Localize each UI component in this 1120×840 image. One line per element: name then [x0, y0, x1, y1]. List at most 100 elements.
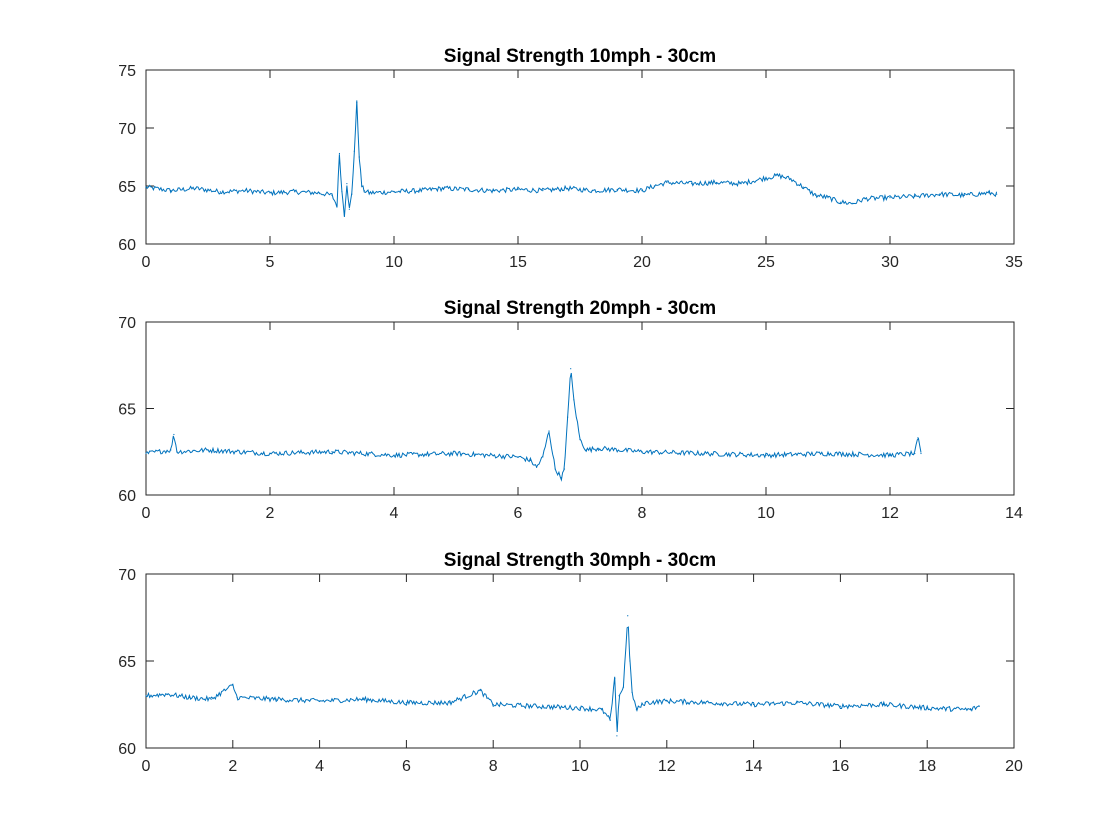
y-tick-label: 65: [118, 654, 136, 671]
data-point: [336, 205, 338, 207]
data-point: [917, 437, 919, 439]
data-point: [601, 709, 603, 711]
data-point: [443, 187, 445, 189]
data-point: [852, 202, 854, 204]
data-point: [815, 194, 817, 196]
data-point: [644, 702, 646, 704]
data-point: [170, 449, 172, 451]
data-point: [361, 185, 363, 187]
data-point: [275, 698, 277, 700]
data-point: [563, 468, 566, 470]
data-point: [585, 449, 587, 451]
data-point: [579, 439, 581, 441]
data-point: [939, 193, 941, 195]
data-point: [536, 466, 538, 468]
data-point: [405, 702, 407, 704]
subplot-2: Signal Strength 20mph - 30cm 0 2 4 6 8 10 12 14 6…: [118, 298, 1023, 522]
x-tick-label: 12: [658, 758, 676, 775]
data-point: [455, 452, 457, 455]
x-tick-label: 30: [881, 254, 899, 271]
data-point: [802, 186, 804, 188]
data-point: [988, 192, 990, 194]
data-point: [356, 101, 358, 104]
data-point: [331, 451, 333, 453]
data-point: [579, 707, 581, 709]
data-point: [362, 698, 364, 700]
x-tick-label: 6: [402, 758, 411, 775]
x-tick-label: 4: [390, 505, 399, 522]
data-point: [641, 451, 643, 453]
data-point: [145, 186, 147, 188]
x-tick-label: 0: [142, 505, 151, 522]
data-point: [232, 684, 234, 686]
data-point: [219, 191, 221, 193]
data-point: [666, 700, 668, 702]
x-tick-label: 18: [918, 758, 936, 775]
data-point: [970, 709, 972, 711]
data-point: [715, 181, 718, 184]
data-point: [614, 677, 616, 680]
x-tick-label: 12: [881, 505, 899, 522]
axes-box: [145, 69, 1015, 245]
x-tick-label: 15: [509, 254, 527, 271]
series-line-1: [145, 372, 922, 482]
x-tick-label: 20: [1005, 758, 1023, 775]
data-point: [351, 193, 353, 195]
chart-title: Signal Strength 30mph - 30cm: [444, 550, 716, 571]
data-point: [338, 152, 341, 155]
y-tick-label: 75: [118, 63, 136, 80]
chart-title: Signal Strength 10mph - 30cm: [444, 46, 716, 67]
data-point: [996, 193, 998, 195]
y-tick-label: 65: [118, 402, 136, 419]
data-point: [627, 615, 629, 617]
axes-box: [145, 573, 1015, 749]
subplot-3: Signal Strength 30mph - 30cm 0 2 4 6 8 10 12 14 1…: [118, 550, 1023, 775]
data-point: [560, 477, 563, 479]
x-tick-label: 16: [832, 758, 850, 775]
series-line-1: [145, 100, 998, 218]
data-point: [467, 188, 469, 191]
x-tick-label: 2: [228, 758, 237, 775]
data-point: [236, 696, 238, 699]
data-point: [492, 703, 494, 706]
data-point: [827, 452, 829, 455]
data-point: [666, 181, 668, 184]
data-point: [418, 190, 420, 192]
data-point: [346, 183, 348, 185]
data-point: [567, 416, 569, 418]
data-point: [210, 698, 212, 700]
data-point: [294, 191, 296, 193]
data-point: [914, 195, 916, 198]
data-point: [889, 197, 891, 199]
x-tick-label: 5: [266, 254, 275, 271]
y-tick-label: 60: [118, 741, 136, 758]
x-tick-label: 4: [315, 758, 324, 775]
data-point: [618, 695, 620, 697]
data-point: [567, 187, 569, 189]
data-point: [864, 198, 866, 200]
data-point: [269, 452, 271, 455]
y-tick-label: 60: [118, 237, 136, 254]
chart-title: Signal Strength 20mph - 30cm: [444, 298, 716, 319]
data-point: [353, 150, 355, 152]
data-point: [176, 451, 178, 453]
data-point: [777, 174, 780, 177]
data-point: [269, 192, 271, 194]
data-point: [173, 433, 175, 436]
data-point: [348, 208, 350, 210]
data-point: [479, 689, 481, 692]
data-point: [393, 454, 395, 456]
data-point: [548, 430, 550, 432]
data-point: [207, 449, 209, 451]
y-tick-label: 70: [118, 315, 136, 332]
data-point: [393, 191, 395, 193]
data-point: [542, 190, 544, 192]
data-point: [145, 452, 147, 455]
data-point: [167, 693, 169, 695]
subplot-1: Signal Strength 10mph - 30cm 0 5 10 15 20 25 30…: [118, 46, 1023, 271]
data-point: [796, 702, 798, 704]
data-point: [591, 190, 594, 192]
data-point: [765, 177, 767, 179]
data-point: [653, 185, 656, 187]
